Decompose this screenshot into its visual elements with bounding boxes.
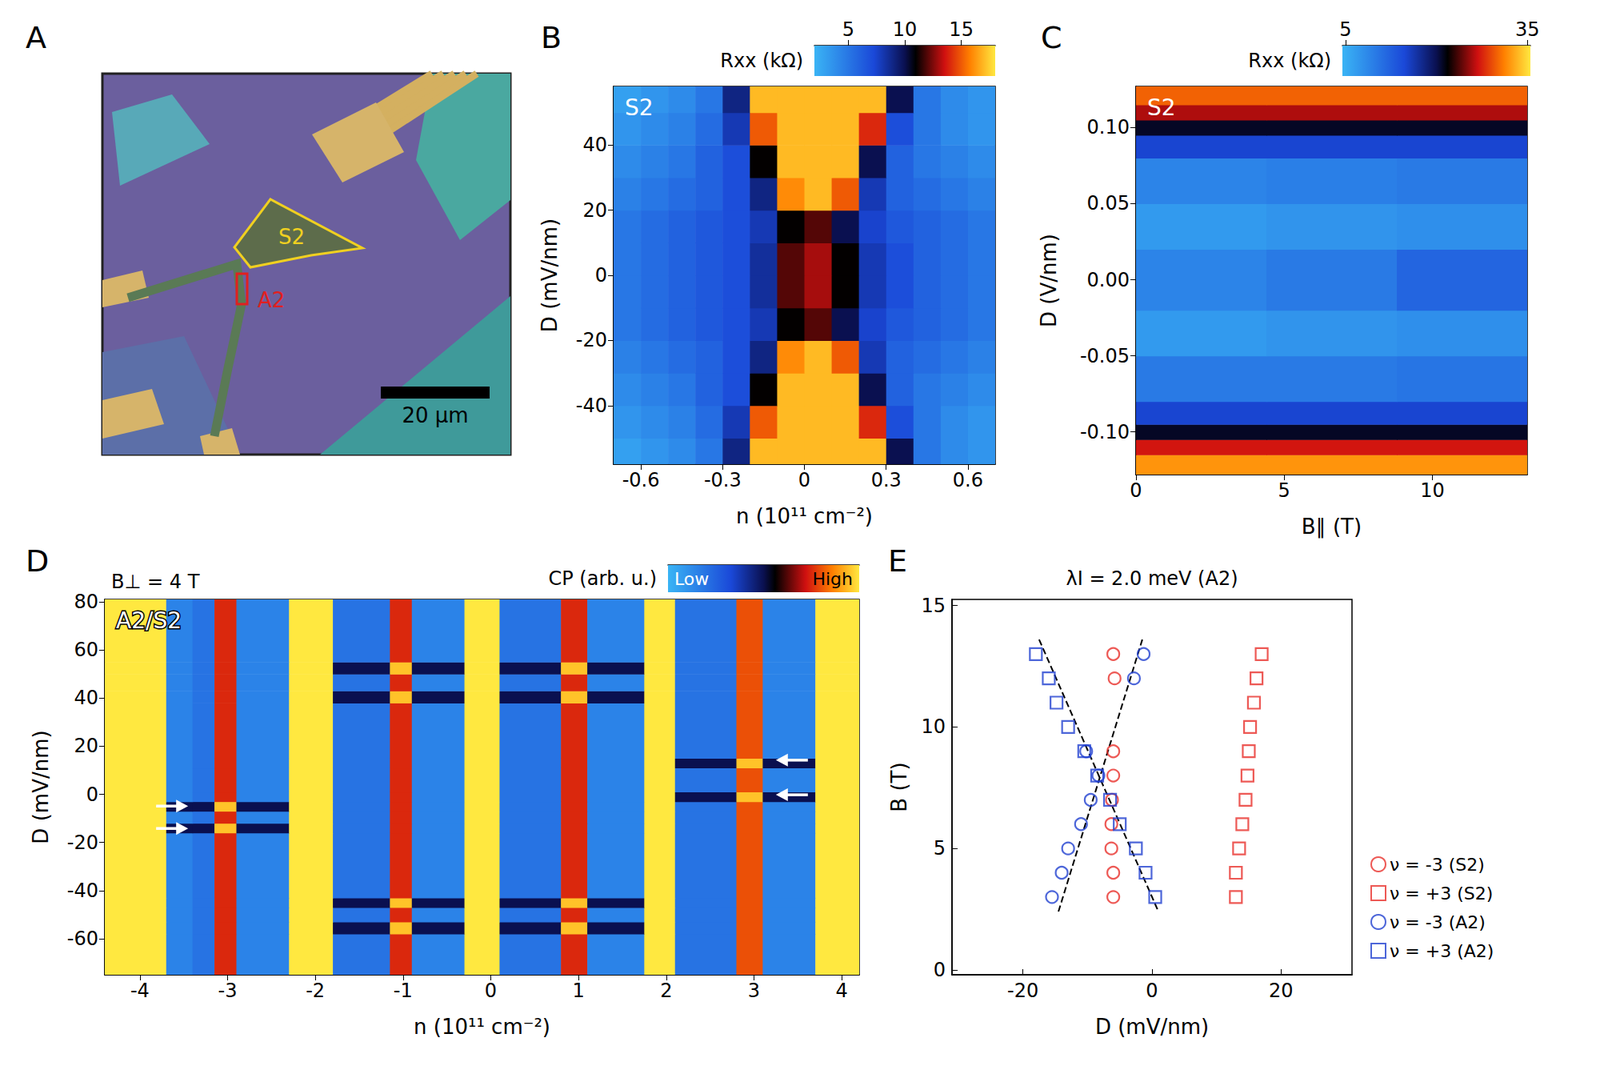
svg-text:0: 0 (484, 979, 497, 1002)
svg-text:Rxx (kΩ): Rxx (kΩ) (720, 49, 804, 72)
svg-text:D (mV/nm): D (mV/nm) (1095, 1014, 1209, 1039)
svg-text:-0.05: -0.05 (1080, 344, 1130, 368)
svg-text:15: 15 (948, 18, 974, 41)
svg-text:-1: -1 (393, 979, 413, 1002)
svg-text:0: 0 (933, 958, 946, 981)
svg-text:20: 20 (73, 734, 99, 757)
svg-text:D (mV/nm): D (mV/nm) (28, 729, 53, 844)
svg-text:-2: -2 (305, 979, 325, 1002)
svg-text:λI = 2.0 meV (A2): λI = 2.0 meV (A2) (1065, 567, 1238, 590)
svg-text:20: 20 (1268, 979, 1294, 1002)
svg-text:S2: S2 (1147, 94, 1176, 121)
svg-text:-20: -20 (67, 831, 99, 854)
svg-text:Rxx (kΩ): Rxx (kΩ) (1248, 49, 1332, 72)
svg-text:0: 0 (798, 468, 811, 492)
svg-text:Low: Low (674, 568, 709, 589)
svg-text:B∥ (T): B∥ (T) (1301, 514, 1362, 539)
svg-text:5: 5 (933, 836, 946, 860)
svg-text:35: 35 (1515, 18, 1540, 41)
svg-text:0.3: 0.3 (871, 468, 902, 492)
svg-text:-20: -20 (1007, 979, 1039, 1002)
svg-text:n (10¹¹ cm⁻²): n (10¹¹ cm⁻²) (413, 1014, 551, 1039)
svg-text:-40: -40 (67, 879, 99, 902)
svg-text:60: 60 (73, 638, 99, 661)
svg-text:-0.6: -0.6 (622, 468, 660, 492)
svg-text:4: 4 (835, 979, 848, 1002)
svg-text:10: 10 (920, 715, 946, 738)
svg-text:B⊥ = 4 T: B⊥ = 4 T (111, 570, 200, 593)
svg-text:0.10: 0.10 (1087, 116, 1130, 139)
svg-text:A: A (25, 20, 47, 56)
svg-text:D (V/nm): D (V/nm) (1036, 233, 1061, 328)
svg-text:-0.10: -0.10 (1080, 420, 1130, 444)
svg-text:-4: -4 (130, 979, 150, 1002)
svg-text:-20: -20 (576, 328, 608, 352)
svg-text:0.00: 0.00 (1087, 268, 1130, 292)
svg-text:C: C (1040, 20, 1063, 56)
svg-text:-60: -60 (67, 927, 99, 950)
svg-text:5: 5 (842, 18, 855, 41)
svg-text:0: 0 (1145, 979, 1158, 1002)
svg-text:40: 40 (582, 133, 608, 156)
svg-text:0.05: 0.05 (1087, 192, 1130, 215)
svg-text:S2: S2 (278, 224, 305, 249)
svg-text:ν = -3 (A2): ν = -3 (A2) (1389, 912, 1486, 932)
svg-text:0: 0 (1129, 479, 1142, 502)
svg-text:10: 10 (892, 18, 918, 41)
svg-text:-3: -3 (218, 979, 238, 1002)
svg-text:B (T): B (T) (887, 761, 912, 812)
svg-text:ν = +3 (A2): ν = +3 (A2) (1389, 940, 1494, 961)
svg-text:CP (arb. u.): CP (arb. u.) (548, 567, 658, 590)
svg-text:A2/S2: A2/S2 (116, 607, 182, 634)
svg-text:20: 20 (582, 199, 608, 222)
svg-text:10: 10 (1420, 479, 1445, 502)
svg-text:ν = +3 (S2): ν = +3 (S2) (1389, 883, 1493, 904)
svg-text:5: 5 (1339, 18, 1352, 41)
svg-text:0: 0 (86, 783, 99, 806)
svg-text:80: 80 (73, 590, 99, 613)
svg-text:40: 40 (73, 686, 99, 709)
svg-text:3: 3 (748, 979, 760, 1002)
svg-text:0.6: 0.6 (952, 468, 984, 492)
svg-text:High: High (812, 568, 853, 589)
svg-text:-0.3: -0.3 (704, 468, 742, 492)
svg-text:-40: -40 (576, 394, 608, 417)
svg-text:D: D (25, 543, 49, 579)
svg-text:5: 5 (1278, 479, 1291, 502)
svg-text:A2: A2 (257, 288, 285, 312)
svg-text:D (mV/nm): D (mV/nm) (537, 218, 562, 332)
svg-text:B: B (540, 20, 562, 56)
svg-text:n (10¹¹ cm⁻²): n (10¹¹ cm⁻²) (736, 504, 873, 528)
svg-text:15: 15 (920, 594, 946, 617)
svg-text:0: 0 (595, 264, 608, 287)
svg-text:ν = -3 (S2): ν = -3 (S2) (1389, 854, 1485, 875)
svg-text:2: 2 (660, 979, 672, 1002)
svg-text:1: 1 (572, 979, 584, 1002)
svg-text:S2: S2 (624, 94, 654, 121)
svg-text:E: E (888, 543, 908, 579)
svg-text:20 μm: 20 μm (401, 403, 468, 428)
